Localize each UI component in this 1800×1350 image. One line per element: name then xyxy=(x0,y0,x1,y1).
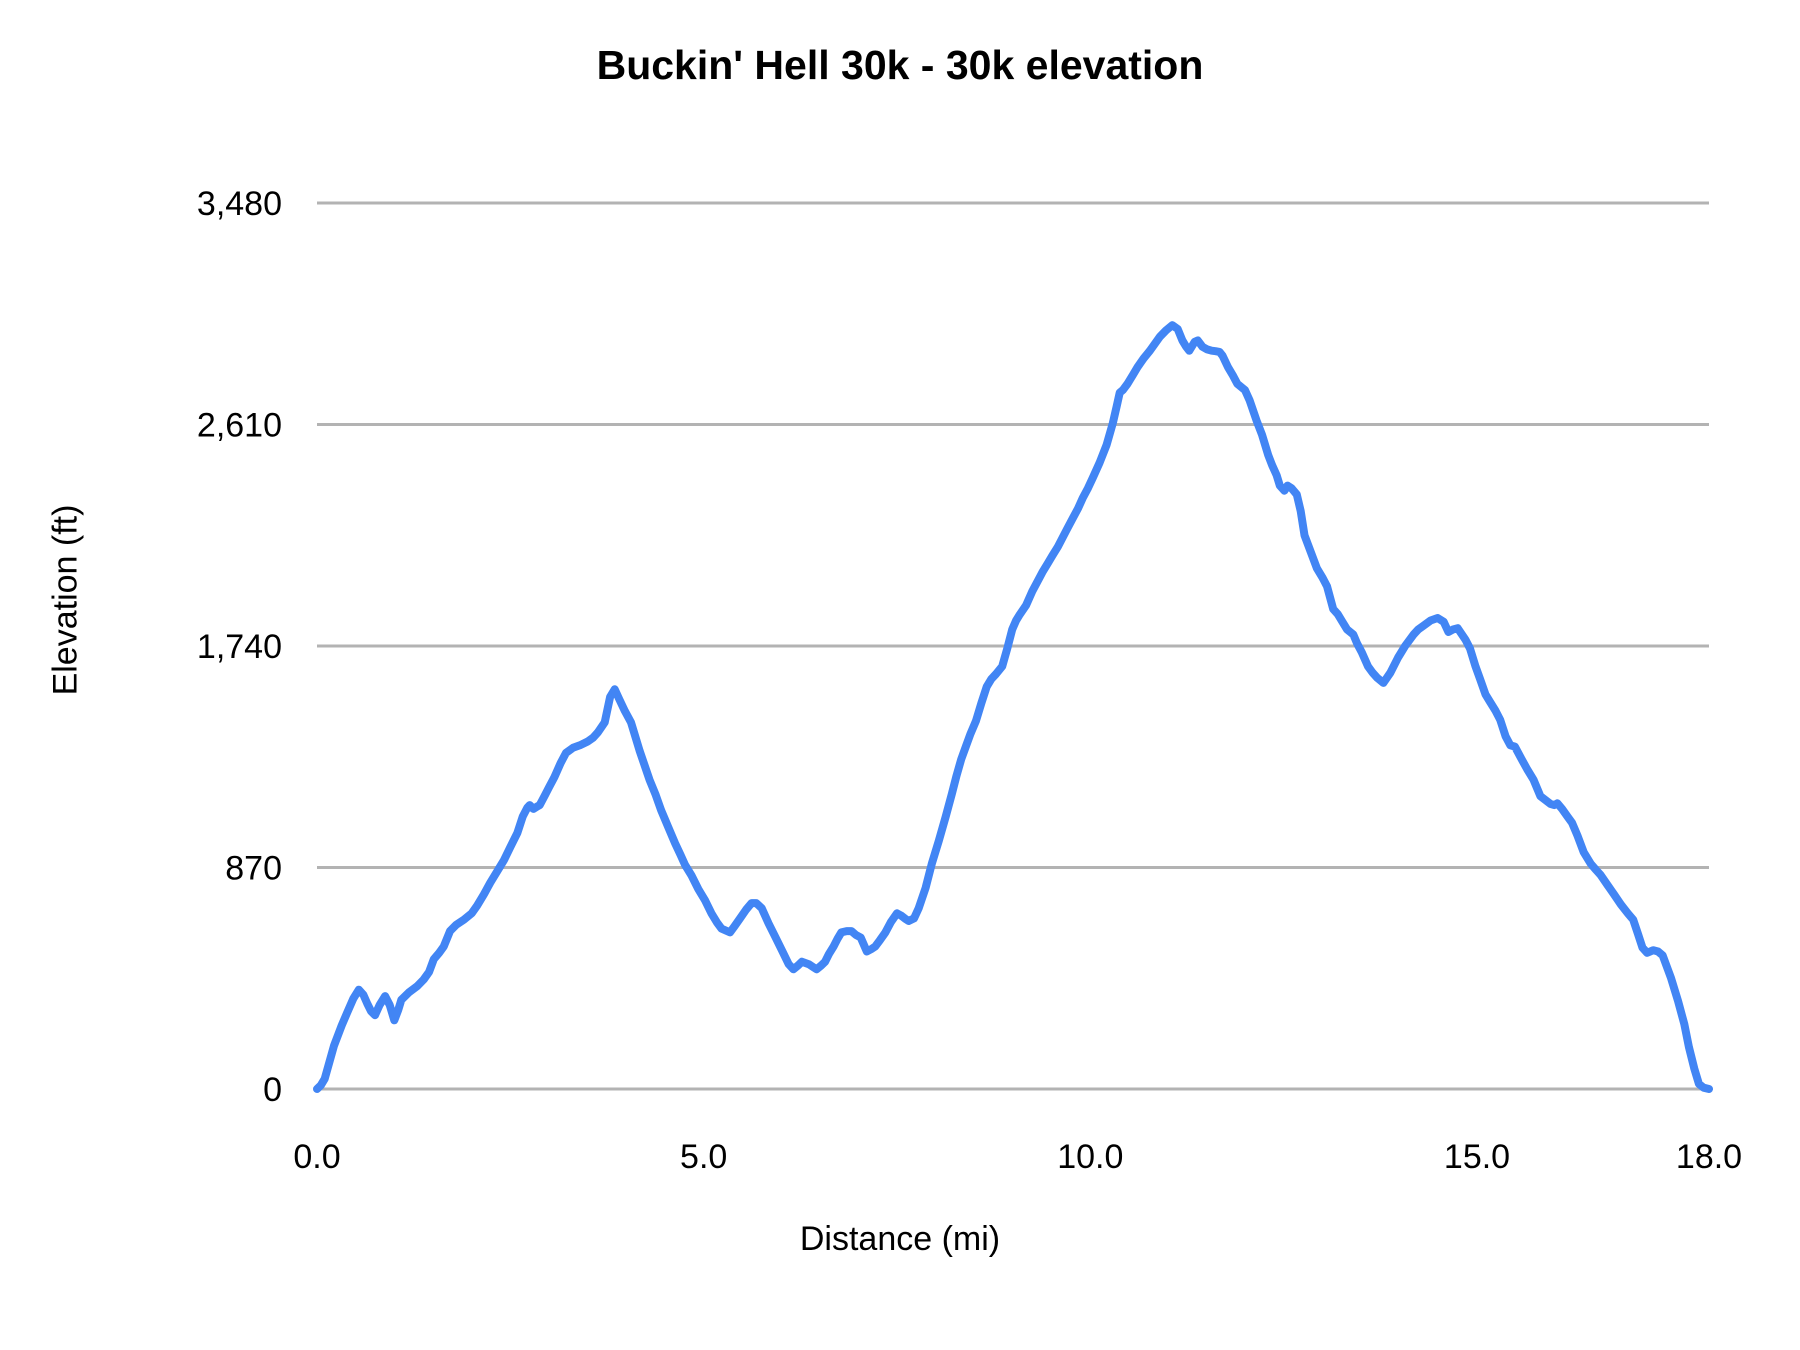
y-tick-label: 2,610 xyxy=(197,407,282,445)
x-axis-title: Distance (mi) xyxy=(799,1220,1001,1258)
x-tick-label: 18.0 xyxy=(1676,1138,1742,1176)
y-axis-title: Elevation (ft) xyxy=(46,504,85,696)
elevation-line-series xyxy=(313,321,1713,1093)
y-tick-label: 870 xyxy=(225,850,282,888)
x-tick-label: 10.0 xyxy=(1057,1138,1123,1176)
x-tick-label: 15.0 xyxy=(1444,1138,1510,1176)
y-tick-label: 1,740 xyxy=(197,628,282,666)
x-tick-label: 0.0 xyxy=(293,1138,340,1176)
y-tick-label: 0 xyxy=(263,1071,282,1109)
y-tick-label: 3,480 xyxy=(197,185,282,223)
chart-title: Buckin' Hell 30k - 30k elevation xyxy=(596,42,1204,88)
x-tick-label: 5.0 xyxy=(680,1138,727,1176)
